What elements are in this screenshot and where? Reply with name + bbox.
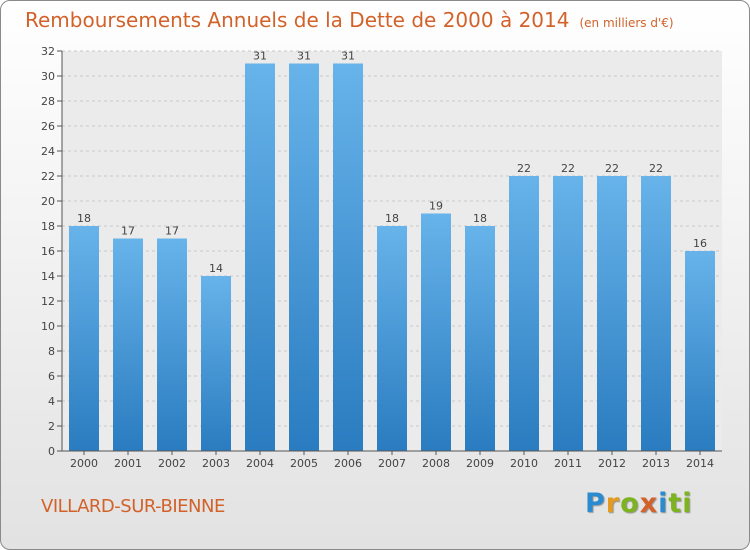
commune-name: VILLARD-SUR-BIENNE — [41, 496, 225, 517]
bar-value-label: 31 — [297, 50, 311, 63]
y-tick-label: 24 — [41, 145, 55, 158]
bar — [333, 63, 363, 451]
x-tick-label: 2000 — [70, 457, 98, 470]
x-tick-label: 2005 — [290, 457, 318, 470]
y-tick-label: 12 — [41, 295, 55, 308]
bar-value-label: 22 — [517, 162, 531, 175]
bar — [597, 176, 627, 451]
bar — [157, 238, 187, 451]
x-tick-label: 2007 — [378, 457, 406, 470]
x-tick-label: 2009 — [466, 457, 494, 470]
y-tick-label: 20 — [41, 195, 55, 208]
x-tick-label: 2010 — [510, 457, 538, 470]
x-tick-label: 2002 — [158, 457, 186, 470]
bar-value-label: 16 — [693, 237, 707, 250]
y-tick-label: 0 — [48, 445, 55, 458]
bar — [685, 251, 715, 451]
bar — [465, 226, 495, 451]
y-tick-label: 2 — [48, 420, 55, 433]
x-tick-label: 2014 — [686, 457, 714, 470]
y-tick-label: 32 — [41, 45, 55, 58]
bar-value-label: 18 — [77, 212, 91, 225]
bar-value-label: 14 — [209, 262, 223, 275]
x-tick-label: 2004 — [246, 457, 274, 470]
x-tick-label: 2013 — [642, 457, 670, 470]
bar-value-label: 18 — [385, 212, 399, 225]
y-tick-label: 18 — [41, 220, 55, 233]
x-tick-label: 2011 — [554, 457, 582, 470]
chart-title: Remboursements Annuels de la Dette de 20… — [25, 8, 674, 32]
y-tick-label: 8 — [48, 345, 55, 358]
bar — [289, 63, 319, 451]
bar — [201, 276, 231, 451]
y-tick-label: 14 — [41, 270, 55, 283]
y-tick-label: 16 — [41, 245, 55, 258]
bar — [245, 63, 275, 451]
x-tick-label: 2008 — [422, 457, 450, 470]
y-tick-label: 4 — [48, 395, 55, 408]
bar — [509, 176, 539, 451]
bar — [113, 238, 143, 451]
unit-label: (en milliers d'€) — [579, 16, 674, 30]
x-tick-label: 2012 — [598, 457, 626, 470]
bar-value-label: 19 — [429, 200, 443, 213]
proxiti-logo: Proxiti — [585, 488, 693, 519]
y-tick-label: 26 — [41, 120, 55, 133]
y-tick-label: 10 — [41, 320, 55, 333]
bar-value-label: 22 — [605, 162, 619, 175]
bar — [553, 176, 583, 451]
bar-value-label: 31 — [253, 50, 267, 63]
x-tick-label: 2006 — [334, 457, 362, 470]
x-tick-label: 2003 — [202, 457, 230, 470]
y-tick-label: 30 — [41, 70, 55, 83]
bar — [421, 213, 451, 451]
bar-value-label: 17 — [121, 225, 135, 238]
bar — [69, 226, 99, 451]
bar-value-label: 22 — [649, 162, 663, 175]
x-tick-label: 2001 — [114, 457, 142, 470]
bar-value-label: 22 — [561, 162, 575, 175]
y-tick-label: 28 — [41, 95, 55, 108]
y-tick-label: 6 — [48, 370, 55, 383]
bar-value-label: 18 — [473, 212, 487, 225]
bar — [377, 226, 407, 451]
y-tick-label: 22 — [41, 170, 55, 183]
bar-value-label: 31 — [341, 50, 355, 63]
bar-value-label: 17 — [165, 225, 179, 238]
bar — [641, 176, 671, 451]
